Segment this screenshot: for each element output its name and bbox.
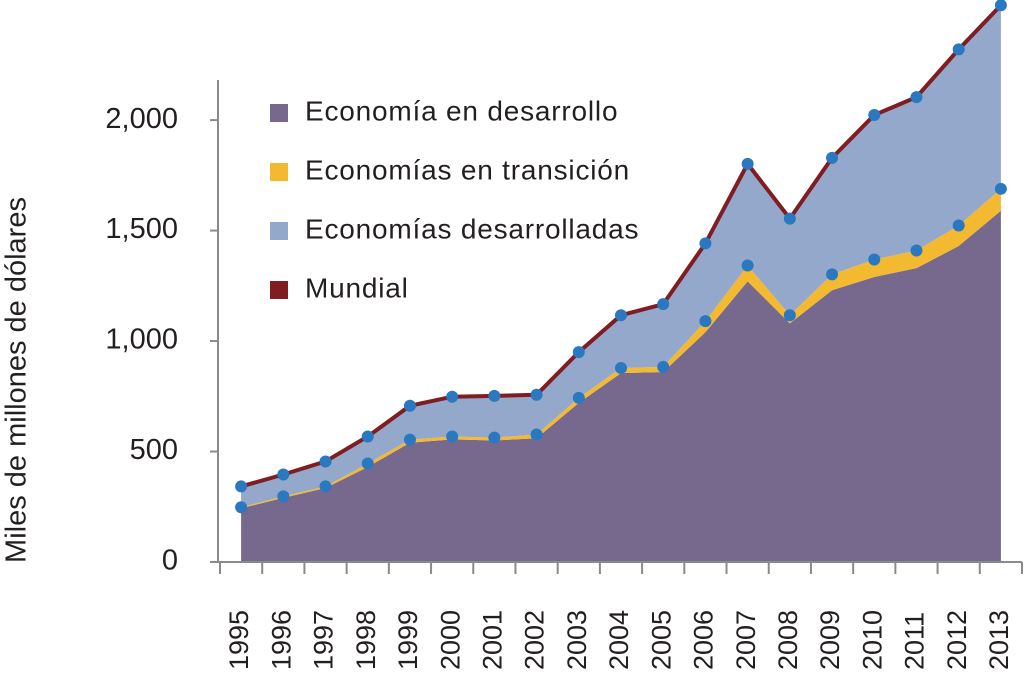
x-tick-label: 1997 <box>309 610 339 670</box>
legend-swatch <box>270 104 288 122</box>
marker <box>615 362 627 375</box>
marker <box>488 431 501 444</box>
marker <box>910 91 923 104</box>
x-tick-label: 2013 <box>984 610 1014 670</box>
legend-label: Economías desarrolladas <box>305 213 639 244</box>
marker <box>868 109 881 122</box>
x-tick-label: 2008 <box>773 610 803 670</box>
x-tick-label: 2004 <box>604 610 634 670</box>
marker <box>530 388 543 401</box>
marker <box>783 309 796 322</box>
marker <box>488 389 501 402</box>
marker <box>657 360 670 373</box>
marker <box>952 43 965 56</box>
marker <box>741 259 754 272</box>
marker <box>572 346 585 359</box>
marker <box>741 157 754 170</box>
marker <box>994 0 1007 12</box>
marker <box>361 457 374 470</box>
y-tick-label: 1,000 <box>105 324 178 356</box>
x-tick-label: 2006 <box>689 610 719 670</box>
area <box>241 210 1001 562</box>
area <box>241 5 1001 508</box>
marker <box>277 490 290 503</box>
marker <box>994 182 1007 195</box>
x-tick-label: 2007 <box>731 610 761 670</box>
marker <box>826 268 839 281</box>
marker <box>446 390 459 403</box>
marker <box>699 315 712 328</box>
y-tick-label: 2,000 <box>105 103 178 135</box>
legend-swatch <box>270 163 288 181</box>
marker <box>235 501 248 514</box>
marker <box>361 430 374 443</box>
x-tick-label: 2001 <box>477 610 507 670</box>
marker <box>235 480 248 493</box>
marker <box>910 244 923 257</box>
x-tick-label: 1998 <box>351 610 381 670</box>
legend-label: Economías en transición <box>305 154 630 185</box>
marker <box>657 298 670 311</box>
x-tick-label: 1995 <box>224 610 254 670</box>
marker <box>403 433 416 446</box>
marker <box>446 430 459 443</box>
x-tick-label: 1999 <box>393 610 423 670</box>
legend-swatch <box>270 281 288 299</box>
x-tick-label: 2000 <box>435 610 465 670</box>
x-tick-label: 1996 <box>266 610 296 670</box>
legend-swatch <box>270 222 288 240</box>
marker <box>868 253 881 266</box>
marker <box>277 468 290 481</box>
legend-label: Mundial <box>305 272 409 303</box>
x-tick-label: 2005 <box>646 610 676 670</box>
x-tick-label: 2009 <box>815 610 845 670</box>
x-tick-label: 2003 <box>562 610 592 670</box>
marker <box>403 399 416 412</box>
y-tick-label: 1,500 <box>105 213 178 245</box>
marker <box>572 391 585 404</box>
marker <box>319 455 332 468</box>
x-tick-label: 2012 <box>942 610 972 670</box>
legend-label: Economía en desarrollo <box>305 95 618 126</box>
x-tick-label: 2010 <box>857 610 887 670</box>
marker <box>952 219 965 232</box>
marker <box>699 237 712 250</box>
y-axis-label: Miles de millones de dólares <box>1 197 33 563</box>
y-tick-label: 0 <box>162 545 178 577</box>
x-tick-label: 2002 <box>520 610 550 670</box>
marker <box>319 480 332 493</box>
marker <box>615 309 627 322</box>
marker <box>530 428 543 441</box>
marker <box>783 212 796 225</box>
x-tick-label: 2011 <box>900 612 930 670</box>
y-tick-label: 500 <box>130 434 178 466</box>
marker <box>826 151 839 164</box>
